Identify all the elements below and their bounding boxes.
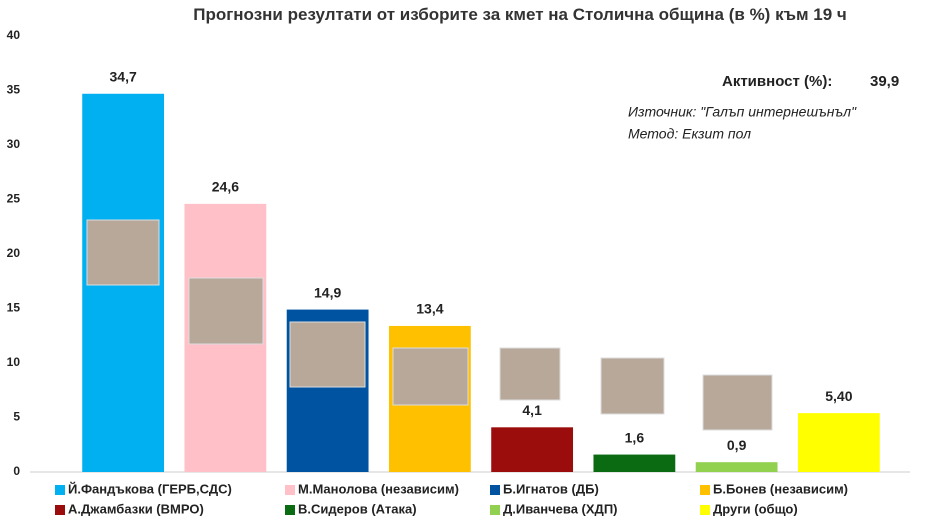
- legend-label: Б.Игнатов (ДБ): [503, 481, 599, 496]
- legend-label: Й.Фандъкова (ГЕРБ,СДС): [68, 481, 232, 496]
- candidate-photo: [499, 347, 561, 401]
- y-tick-label: 5: [13, 410, 20, 424]
- value-label: 1,6: [625, 429, 645, 445]
- value-label: 34,7: [110, 68, 137, 84]
- value-label: 14,9: [314, 284, 341, 300]
- annotation: Метод: Екзит пол: [628, 126, 751, 142]
- legend-label: А.Джамбазки (ВМРО): [68, 501, 204, 516]
- bar: [797, 413, 880, 472]
- legend-label: Други (общо): [713, 501, 798, 516]
- candidate-photo: [600, 357, 665, 415]
- value-label: 5,40: [825, 388, 852, 404]
- chart-title: Прогнозни резултати от изборите за кмет …: [193, 5, 847, 24]
- legend-swatch: [285, 485, 295, 495]
- y-tick-label: 20: [7, 246, 21, 260]
- legend-label: Д.Иванчева (ХДП): [503, 501, 618, 516]
- value-label: 4,1: [522, 402, 542, 418]
- y-tick-label: 15: [7, 301, 21, 315]
- candidate-photo: [289, 321, 366, 388]
- y-tick-label: 0: [13, 464, 20, 478]
- candidate-photo: [86, 219, 160, 286]
- annotation: 39,9: [870, 73, 899, 90]
- annotation: Активност (%):: [722, 73, 832, 90]
- candidate-photo: [702, 374, 773, 431]
- y-tick-label: 40: [7, 28, 21, 42]
- legend-label: В.Сидеров (Атака): [298, 501, 417, 516]
- bar: [593, 454, 676, 472]
- legend-swatch: [55, 485, 65, 495]
- y-tick-label: 10: [7, 355, 21, 369]
- legend-label: М.Манолова (независим): [298, 481, 459, 496]
- value-label: 13,4: [416, 301, 443, 317]
- legend-swatch: [700, 505, 710, 515]
- bar: [695, 462, 778, 472]
- legend-swatch: [490, 505, 500, 515]
- value-label: 0,9: [727, 437, 747, 453]
- y-tick-label: 30: [7, 137, 21, 151]
- legend-label: Б.Бонев (независим): [713, 481, 848, 496]
- photos: [86, 219, 773, 431]
- legend-swatch: [700, 485, 710, 495]
- legend-swatch: [55, 505, 65, 515]
- bar: [491, 427, 574, 472]
- annotation: Източник: "Галъп интернешънъл": [628, 104, 857, 120]
- y-tick-label: 35: [7, 83, 21, 97]
- legend-swatch: [285, 505, 295, 515]
- y-tick-label: 25: [7, 192, 21, 206]
- candidate-photo: [392, 347, 469, 406]
- candidate-photo: [188, 277, 264, 345]
- legend-swatch: [490, 485, 500, 495]
- value-label: 24,6: [212, 179, 239, 195]
